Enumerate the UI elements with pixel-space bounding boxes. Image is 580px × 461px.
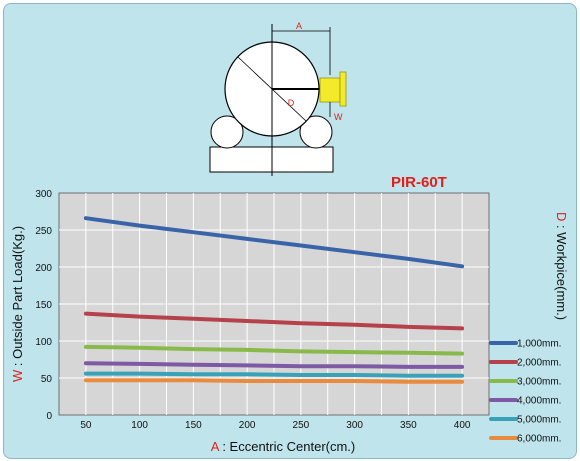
x-tick-label: 100 — [131, 420, 148, 431]
series-line-2 — [83, 311, 465, 331]
y-tick-labels: 0 50 100 150 200 250 300 — [35, 189, 52, 422]
series-line-1 — [83, 216, 465, 269]
label-w: W — [334, 112, 343, 122]
x-tick-label: 400 — [454, 420, 471, 431]
series-line-3 — [83, 344, 465, 356]
left-roller — [210, 115, 244, 149]
series-line-5 — [83, 371, 465, 378]
legend-label-3: 3,000mm. — [517, 377, 561, 388]
right-axis-text: : Workpice(mm.) — [554, 221, 569, 320]
x-axis-title: A : Eccentric Center(cm.) — [211, 439, 356, 454]
label-a: A — [296, 21, 302, 31]
x-axis-text: : Eccentric Center(cm.) — [219, 439, 356, 454]
x-axis-prefix: A — [211, 439, 220, 454]
y-tick-label: 0 — [46, 411, 52, 422]
series-line-4 — [83, 361, 465, 369]
y-axis-text: : Outside Part Load(Kg.) — [10, 226, 25, 370]
series-line-6 — [83, 378, 465, 384]
x-tick-label: 150 — [185, 420, 202, 431]
legend-label-4: 4,000mm. — [517, 396, 561, 407]
load-flange — [339, 71, 347, 107]
right-roller — [299, 115, 333, 149]
legend-label-6: 6,000mm. — [517, 434, 561, 445]
y-axis-title: W : Outside Part Load(Kg.) — [10, 226, 25, 382]
legend-label-5: 5,000mm. — [517, 415, 561, 426]
x-tick-label: 350 — [400, 420, 417, 431]
y-axis-prefix: W — [10, 369, 25, 382]
label-d: D — [288, 98, 295, 108]
x-tick-label: 200 — [239, 420, 256, 431]
y-tick-label: 100 — [35, 337, 52, 348]
legend-label-2: 2,000mm. — [517, 358, 561, 369]
series-lines — [83, 216, 465, 384]
grid-lines — [59, 193, 489, 415]
legend-label-1: 1,000mm. — [517, 339, 561, 350]
y-tick-label: 300 — [35, 189, 52, 200]
y-tick-label: 50 — [41, 374, 53, 385]
x-tick-label: 50 — [80, 420, 92, 431]
right-axis-prefix: D — [554, 212, 569, 221]
model-title: PIR-60T — [391, 174, 447, 191]
right-axis-title: D : Workpice(mm.) — [554, 212, 569, 320]
x-tick-labels: 50 100 150 200 250 300 350 400 — [80, 420, 471, 431]
y-tick-label: 250 — [35, 226, 52, 237]
machine-diagram: A D W — [209, 21, 347, 176]
load-block — [319, 77, 341, 103]
legend: 1,000mm. 2,000mm. 3,000mm. 4,000mm. 5,000mm.… — [489, 339, 561, 445]
y-tick-label: 150 — [35, 300, 52, 311]
y-tick-label: 200 — [35, 263, 52, 274]
x-tick-label: 250 — [293, 420, 310, 431]
x-tick-label: 300 — [346, 420, 363, 431]
